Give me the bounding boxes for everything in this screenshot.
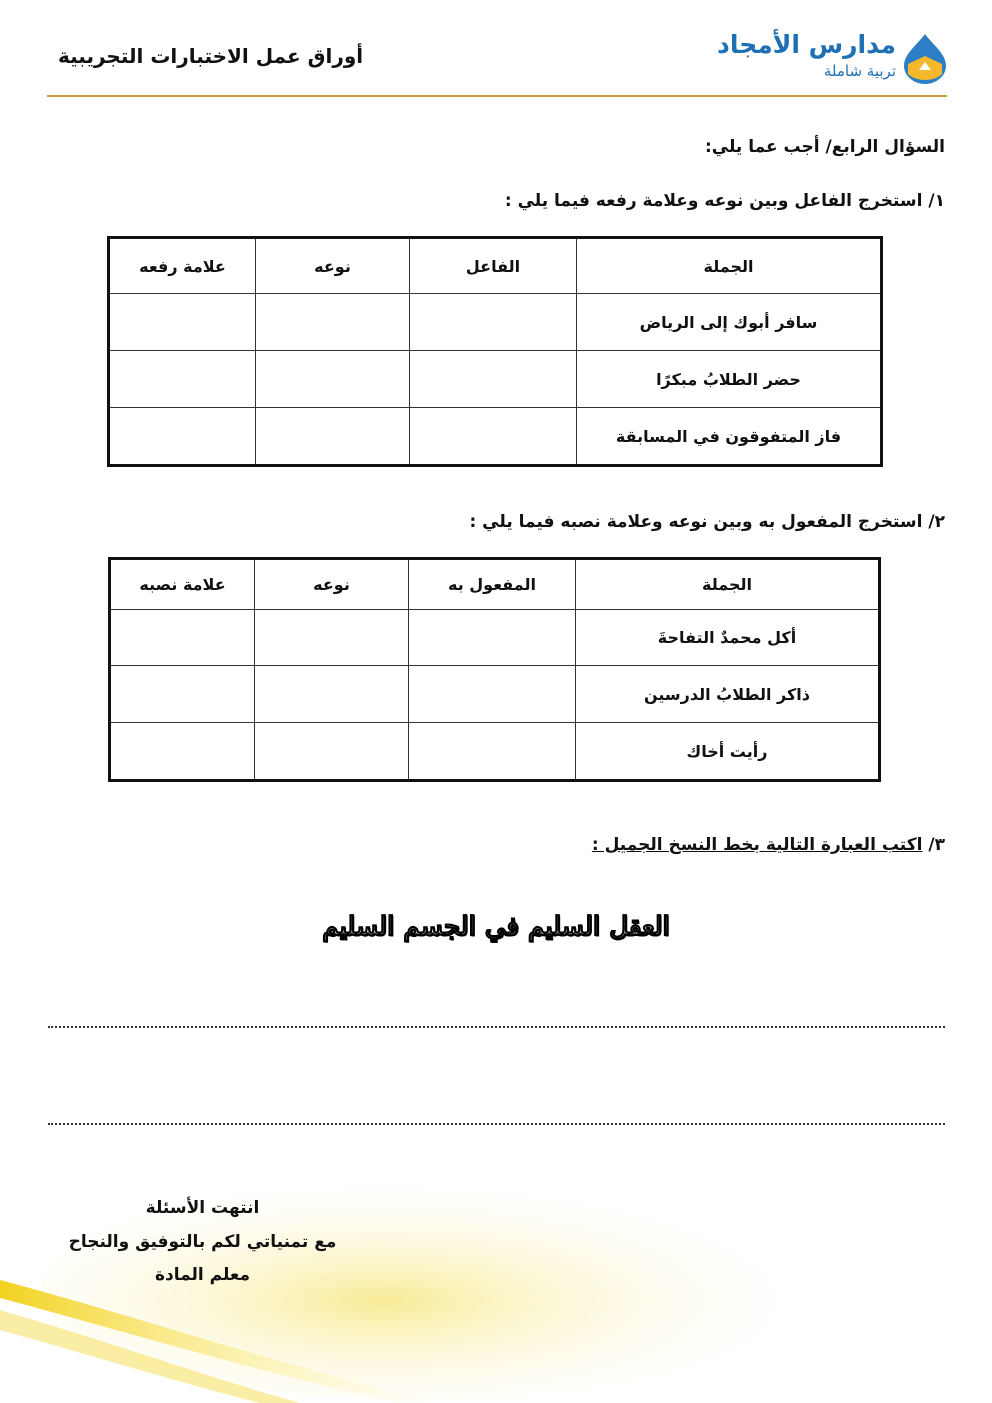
header-type: نوعه bbox=[255, 237, 410, 294]
answer-cell[interactable] bbox=[109, 722, 255, 781]
sentence-cell: ذاكر الطلابُ الدرسين bbox=[575, 665, 880, 723]
answer-cell[interactable] bbox=[409, 293, 577, 351]
table-row: ذاكر الطلابُ الدرسين bbox=[109, 665, 880, 723]
part3-text: اكتب العبارة التالية بخط النسخ الجميل : bbox=[591, 835, 923, 855]
table-row: أكل محمدٌ التفاحةَ bbox=[109, 609, 880, 666]
sentence-cell: حضر الطلابُ مبكرًا bbox=[576, 350, 882, 408]
writing-line[interactable] bbox=[48, 1026, 945, 1028]
answer-cell[interactable] bbox=[255, 407, 410, 466]
part3-number: ٣/ bbox=[922, 835, 945, 855]
header-subject: الفاعل bbox=[409, 237, 577, 294]
table-row: سافر أبوك إلى الرياض bbox=[108, 293, 882, 351]
answer-cell[interactable] bbox=[255, 350, 410, 408]
school-logo-icon bbox=[904, 34, 946, 84]
header-sentence: الجملة bbox=[575, 558, 880, 610]
header-object: المفعول به bbox=[408, 558, 576, 610]
answer-cell[interactable] bbox=[108, 350, 256, 408]
answer-cell[interactable] bbox=[254, 665, 409, 723]
answer-cell[interactable] bbox=[254, 609, 409, 666]
yellow-swoosh-decoration bbox=[0, 1180, 800, 1403]
header-divider bbox=[47, 95, 947, 97]
document-title: أوراق عمل الاختبارات التجريبية bbox=[58, 44, 364, 68]
subject-table: الجملة الفاعل نوعه علامة رفعه سافر أبوك … bbox=[107, 236, 883, 467]
answer-cell[interactable] bbox=[409, 350, 577, 408]
sentence-cell: سافر أبوك إلى الرياض bbox=[576, 293, 882, 351]
part3-prompt: ٣/ اكتب العبارة التالية بخط النسخ الجميل… bbox=[592, 835, 945, 855]
sentence-cell: فاز المتفوقون في المسابقة bbox=[576, 407, 882, 466]
table-row: رأيت أخاك bbox=[109, 722, 880, 781]
answer-cell[interactable] bbox=[408, 722, 576, 781]
answer-cell[interactable] bbox=[408, 665, 576, 723]
sentence-cell: أكل محمدٌ التفاحةَ bbox=[575, 609, 880, 666]
closing-wishes: مع تمنياتي لكم بالتوفيق والنجاح bbox=[68, 1232, 337, 1252]
answer-cell[interactable] bbox=[109, 609, 255, 666]
table-row: فاز المتفوقون في المسابقة bbox=[108, 407, 882, 466]
closing-teacher: معلم المادة bbox=[154, 1265, 251, 1285]
header-sentence: الجملة bbox=[576, 237, 882, 294]
part1-prompt: ١/ استخرج الفاعل وبين نوعه وعلامة رفعه ف… bbox=[504, 191, 945, 211]
header-mark: علامة رفعه bbox=[108, 237, 256, 294]
writing-line[interactable] bbox=[48, 1123, 945, 1125]
closing-end-text: انتهت الأسئلة bbox=[145, 1198, 260, 1218]
school-logo-tagline: تربية شاملة bbox=[823, 62, 896, 80]
answer-cell[interactable] bbox=[255, 293, 410, 351]
answer-cell[interactable] bbox=[108, 293, 256, 351]
answer-cell[interactable] bbox=[408, 609, 576, 666]
answer-cell[interactable] bbox=[108, 407, 256, 466]
sentence-cell: رأيت أخاك bbox=[575, 722, 880, 781]
calligraphy-phrase: العقل السليم في الجسم السليم bbox=[322, 911, 671, 942]
answer-cell[interactable] bbox=[409, 407, 577, 466]
part2-prompt: ٢/ استخرج المفعول به وبين نوعه وعلامة نص… bbox=[469, 512, 945, 532]
table-row: حضر الطلابُ مبكرًا bbox=[108, 350, 882, 408]
header-type: نوعه bbox=[254, 558, 409, 610]
school-logo-name: مدارس الأمجاد bbox=[717, 30, 896, 59]
object-table: الجملة المفعول به نوعه علامة نصبه أكل مح… bbox=[108, 557, 881, 782]
answer-cell[interactable] bbox=[109, 665, 255, 723]
answer-cell[interactable] bbox=[254, 722, 409, 781]
question-title: السؤال الرابع/ أجب عما يلي: bbox=[704, 137, 945, 157]
header-mark: علامة نصبه bbox=[109, 558, 255, 610]
